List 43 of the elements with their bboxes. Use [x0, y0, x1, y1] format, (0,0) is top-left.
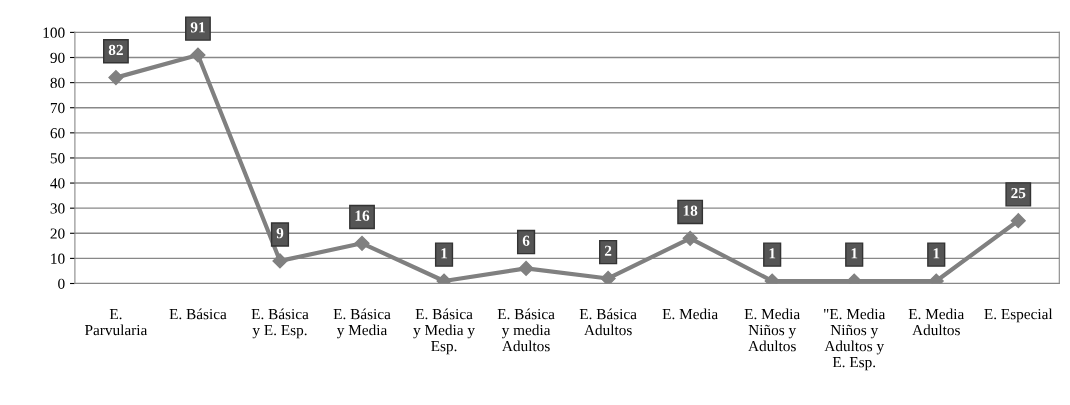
- x-tick-label: E. Media: [662, 308, 718, 320]
- data-label: 1: [851, 248, 858, 259]
- data-label: 25: [1011, 187, 1026, 199]
- x-tick-label: E. Básica Adultos: [579, 308, 637, 336]
- y-tick-label: 90: [50, 52, 65, 63]
- data-label: 1: [769, 248, 776, 259]
- x-tick-label: "E. Media Niños y Adultos y E. Esp.: [824, 308, 886, 371]
- point: [272, 253, 288, 269]
- y-tick-label: 100: [43, 27, 65, 38]
- x-tick-label: E. Básica y E. Esp.: [251, 308, 309, 339]
- data-label: 1: [933, 248, 940, 259]
- data-label: 6: [522, 235, 530, 246]
- y-tick-label: 40: [50, 178, 65, 189]
- y-tick-label: 60: [50, 127, 65, 139]
- point: [600, 270, 616, 284]
- point: [682, 230, 698, 246]
- data-label: 18: [683, 205, 698, 216]
- data-label: 1: [441, 248, 448, 259]
- point: [354, 235, 370, 251]
- y-tick-label: 10: [51, 253, 65, 264]
- y-tick-label: 20: [50, 228, 65, 239]
- point: [1010, 213, 1026, 229]
- data-label: 16: [355, 210, 370, 221]
- x-tick-label: E. Básica y Media y Esp.: [413, 308, 475, 355]
- x-tick-label: E. Básica: [169, 308, 227, 320]
- y-tick-label: 80: [50, 77, 65, 89]
- point: [190, 47, 206, 63]
- point: [518, 260, 534, 277]
- y-tick-label: 30: [50, 203, 65, 214]
- data-label: 82: [108, 44, 123, 56]
- x-tick-label: E. Especial: [984, 308, 1053, 323]
- y-tick-label: 70: [50, 102, 65, 114]
- data-label: 91: [190, 22, 205, 33]
- x-tick-label: E. Básica y media Adultos: [497, 308, 555, 352]
- point: [108, 70, 124, 86]
- x-tick-label: E. Media Adultos: [908, 308, 965, 336]
- x-tick-label: E. Media Niños y Adultos: [744, 308, 800, 352]
- x-tick-label: E. Parvularia: [84, 309, 148, 336]
- y-tick-label: 0: [58, 278, 65, 289]
- x-tick-label: E. Básica y Media: [333, 308, 391, 339]
- data-label: 9: [276, 228, 284, 239]
- data-label: 2: [604, 245, 612, 256]
- y-tick-label: 50: [50, 153, 65, 164]
